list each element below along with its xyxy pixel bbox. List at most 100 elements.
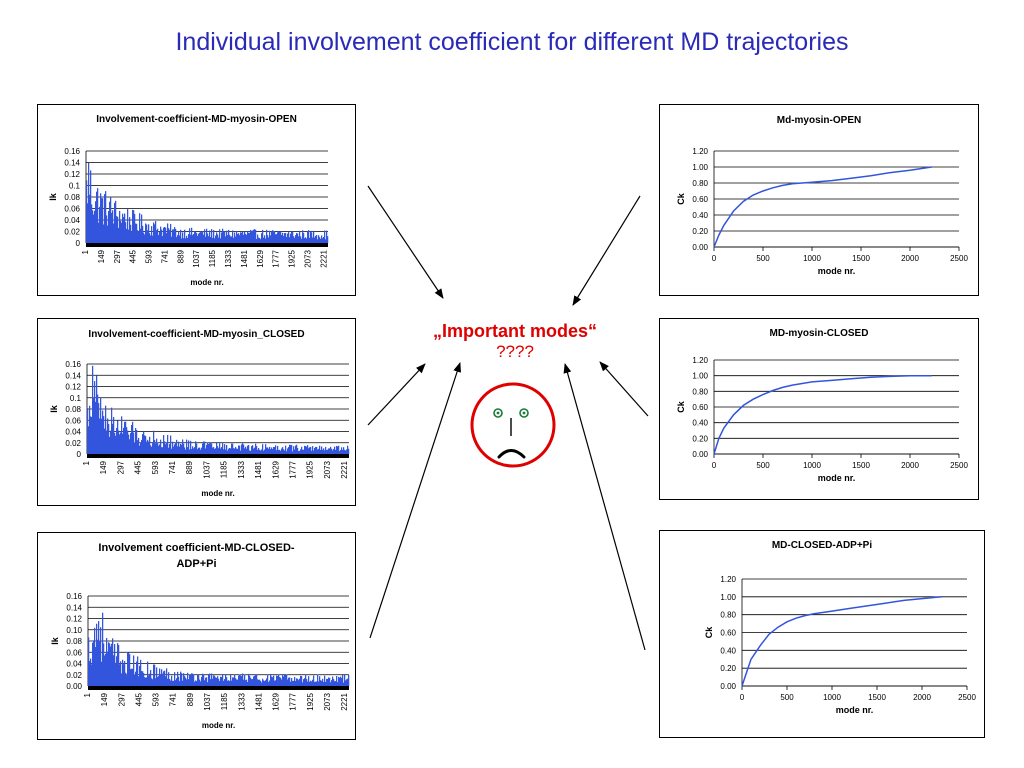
bar: [267, 674, 269, 686]
bar: [257, 679, 259, 686]
x-tick-label: 1333: [224, 249, 233, 267]
bar: [142, 671, 144, 686]
bar: [120, 661, 122, 686]
bar: [276, 450, 278, 454]
bar: [208, 674, 210, 686]
bar: [269, 680, 271, 686]
bar: [238, 675, 240, 686]
x-tick-label: 1500: [868, 693, 886, 702]
panel-ik-closed-adp: Involvement coefficient-MD-CLOSED- ADP+Pi…: [37, 532, 356, 740]
bar: [265, 680, 267, 686]
bar: [214, 448, 216, 454]
x-tick-label: 1037: [203, 692, 212, 710]
bar: [268, 237, 270, 243]
bar: [299, 231, 301, 243]
bar: [266, 678, 268, 686]
bar: [167, 434, 169, 454]
bar: [311, 232, 313, 243]
y-tick-label: 0.16: [64, 147, 80, 156]
bar: [162, 236, 164, 243]
bar: [323, 236, 325, 243]
bar: [244, 674, 246, 686]
bar: [148, 675, 150, 686]
bar: [128, 434, 130, 454]
bar: [283, 236, 285, 243]
bar: [260, 450, 262, 454]
bar: [297, 678, 299, 686]
bar: [203, 234, 205, 243]
bar: [203, 441, 205, 454]
bar: [266, 447, 268, 454]
bar: [90, 170, 92, 243]
bar: [196, 681, 198, 686]
bar: [337, 682, 339, 686]
bar: [273, 446, 275, 454]
bar: [145, 677, 147, 686]
bar: [331, 448, 333, 454]
x-axis: [86, 243, 328, 247]
bar: [202, 673, 204, 686]
bar: [219, 443, 221, 454]
bar: [261, 233, 263, 243]
bar: [225, 449, 227, 454]
bar: [142, 225, 144, 243]
x-tick-label: 2073: [303, 249, 312, 267]
bar: [264, 235, 266, 243]
bar: [152, 235, 154, 243]
bar: [166, 233, 168, 243]
bar: [149, 673, 151, 686]
chart-title: MD-myosin-CLOSED: [770, 328, 869, 339]
bar: [270, 235, 272, 243]
bar: [248, 673, 250, 686]
bar: [96, 375, 98, 454]
bar: [100, 397, 102, 454]
y-axis-label: Ik: [50, 636, 60, 645]
x-tick-label: 297: [113, 249, 122, 263]
bar: [306, 446, 308, 454]
bar: [296, 233, 298, 243]
bar: [234, 232, 236, 243]
bar: [284, 450, 286, 454]
bar: [139, 445, 141, 454]
bar: [105, 405, 107, 454]
bar: [312, 237, 314, 243]
bar: [313, 230, 315, 243]
bar: [285, 445, 287, 454]
bar: [250, 677, 252, 686]
bar: [159, 231, 161, 243]
bar: [268, 682, 270, 686]
bar: [208, 443, 210, 454]
bar: [180, 229, 182, 243]
bar: [102, 612, 104, 686]
bar: [87, 409, 89, 454]
bar: [231, 680, 233, 686]
bar: [91, 204, 93, 243]
x-tick-label: 1185: [220, 692, 229, 710]
bar: [271, 676, 273, 686]
bar: [212, 678, 214, 686]
bar: [320, 680, 322, 686]
x-tick-label: 2500: [950, 254, 968, 263]
chart-title: Md-myosin-OPEN: [777, 115, 861, 126]
bar: [308, 230, 310, 243]
bar: [220, 238, 222, 243]
bar: [238, 445, 240, 454]
chart-ik-closed-adp: Involvement coefficient-MD-CLOSED- ADP+Pi…: [50, 542, 350, 730]
bar: [124, 421, 126, 454]
bar: [324, 230, 326, 243]
bar: [283, 676, 285, 686]
bar: [140, 228, 142, 243]
bar: [190, 440, 192, 454]
x-tick-label: 741: [160, 249, 169, 263]
bar: [103, 643, 105, 686]
bar: [242, 231, 244, 243]
bar: [222, 674, 224, 686]
x-tick-label: 1333: [237, 692, 246, 710]
bar: [282, 232, 284, 243]
bar: [106, 638, 108, 686]
bar: [104, 194, 106, 243]
bar: [171, 448, 173, 454]
y-tick-label: 0.10: [66, 626, 82, 635]
bar: [198, 675, 200, 686]
bar: [179, 681, 181, 686]
